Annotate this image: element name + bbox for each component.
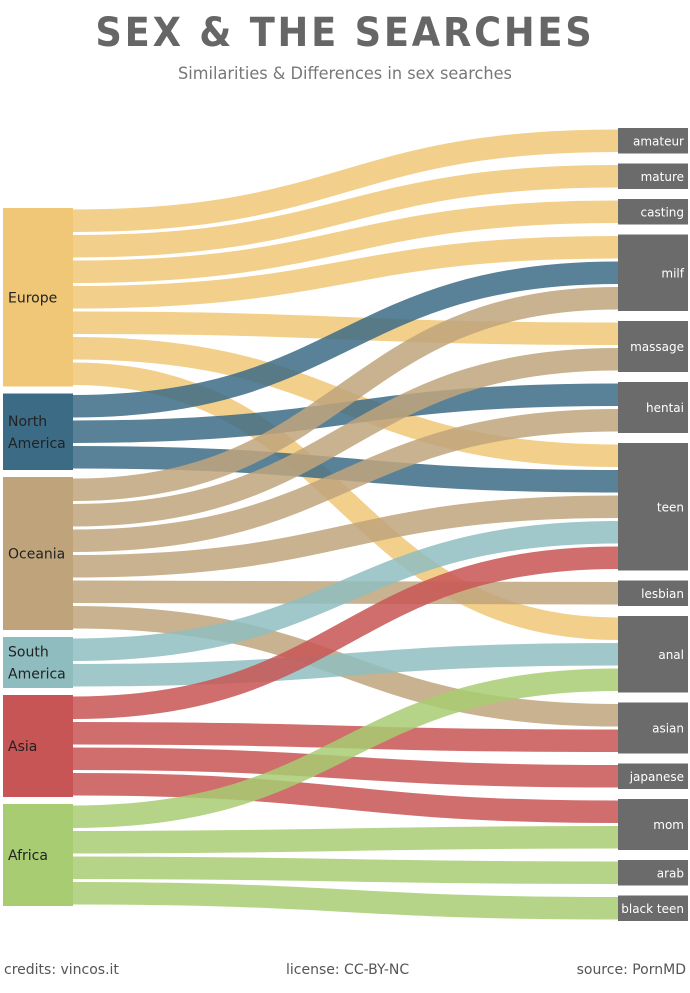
link-asia-to-mom bbox=[72, 773, 619, 823]
link-europe-to-milf bbox=[72, 236, 619, 309]
category-label-arab: arab bbox=[657, 866, 684, 880]
category-label-casting: casting bbox=[641, 205, 684, 219]
link-oceania-to-teen bbox=[72, 495, 619, 578]
link-oceania-to-milf bbox=[72, 287, 619, 501]
link-asia-to-teen bbox=[72, 546, 619, 719]
category-node-teen bbox=[618, 443, 688, 571]
category-label-teen: teen bbox=[657, 500, 684, 514]
source-label-line: Oceania bbox=[8, 547, 65, 563]
license-text: license: CC-BY-NC bbox=[286, 962, 410, 978]
category-label-mom: mom bbox=[653, 818, 684, 832]
source-node-asia bbox=[3, 695, 73, 797]
link-north-america-to-hentai bbox=[72, 383, 619, 443]
source-label-line: Europe bbox=[8, 290, 57, 306]
link-south-america-to-teen bbox=[72, 521, 619, 661]
category-label-lesbian: lesbian bbox=[641, 587, 684, 601]
category-label-hentai: hentai bbox=[646, 401, 684, 415]
source-label-line: America bbox=[8, 436, 66, 452]
category-node-black-teen bbox=[618, 895, 688, 921]
category-node-massage bbox=[618, 321, 688, 372]
category-node-asian bbox=[618, 702, 688, 754]
link-oceania-to-hentai bbox=[72, 409, 619, 552]
source-label-line: America bbox=[8, 667, 66, 683]
source-label-line: South bbox=[8, 645, 49, 661]
link-asia-to-japanese bbox=[72, 747, 619, 788]
credits-text: credits: vincos.it bbox=[4, 962, 119, 978]
category-label-black-teen: black teen bbox=[621, 902, 684, 916]
source-label-line: Africa bbox=[8, 848, 48, 864]
category-node-lesbian bbox=[618, 580, 688, 606]
sources-layer: Europe North America Oceania South America Asi… bbox=[3, 208, 73, 906]
link-africa-to-mom bbox=[72, 826, 619, 854]
category-node-mature bbox=[618, 163, 688, 189]
link-africa-to-anal bbox=[72, 668, 619, 828]
category-node-mom bbox=[618, 799, 688, 850]
source-label-line: North bbox=[8, 414, 47, 430]
link-africa-to-black-teen bbox=[72, 882, 619, 920]
category-node-hentai bbox=[618, 382, 688, 433]
category-label-mature: mature bbox=[641, 170, 684, 184]
category-label-asian: asian bbox=[652, 722, 684, 736]
category-node-anal bbox=[618, 616, 688, 693]
source-node-africa bbox=[3, 804, 73, 906]
source-node-north-america bbox=[3, 393, 73, 470]
link-europe-to-casting bbox=[72, 200, 619, 283]
link-europe-to-mature bbox=[72, 165, 619, 258]
category-node-arab bbox=[618, 860, 688, 886]
category-label-massage: massage bbox=[630, 340, 684, 354]
link-south-america-to-anal bbox=[72, 643, 619, 687]
source-label-africa: Africa bbox=[8, 848, 48, 864]
chart-title: SEX & THE SEARCHES bbox=[95, 10, 595, 56]
source-node-oceania bbox=[3, 477, 73, 630]
category-label-anal: anal bbox=[658, 648, 684, 662]
category-node-casting bbox=[618, 199, 688, 225]
source-label-oceania: Oceania bbox=[8, 547, 65, 563]
source-node-europe bbox=[3, 208, 73, 387]
category-label-japanese: japanese bbox=[629, 770, 684, 784]
link-oceania-to-massage bbox=[72, 348, 619, 527]
links-layer bbox=[72, 129, 619, 920]
category-label-milf: milf bbox=[661, 266, 684, 280]
source-node-south-america bbox=[3, 637, 73, 688]
category-node-japanese bbox=[618, 763, 688, 789]
source-label-europe: Europe bbox=[8, 290, 57, 306]
chart-subtitle: Similarities & Differences in sex search… bbox=[178, 64, 512, 84]
link-europe-to-amateur bbox=[72, 129, 619, 232]
link-north-america-to-milf bbox=[72, 261, 619, 418]
source-label-south-america: South America bbox=[8, 645, 66, 683]
category-node-amateur bbox=[618, 128, 688, 154]
category-node-milf bbox=[618, 234, 688, 311]
category-label-amateur: amateur bbox=[633, 134, 684, 148]
source-label-asia: Asia bbox=[8, 739, 37, 755]
source-label-line: Asia bbox=[8, 739, 37, 755]
link-africa-to-arab bbox=[72, 856, 619, 884]
source-text: source: PornMD bbox=[576, 962, 686, 978]
targets-layer: amateur mature casting milf massage hentai tee… bbox=[618, 128, 688, 921]
source-label-north-america: North America bbox=[8, 414, 66, 452]
